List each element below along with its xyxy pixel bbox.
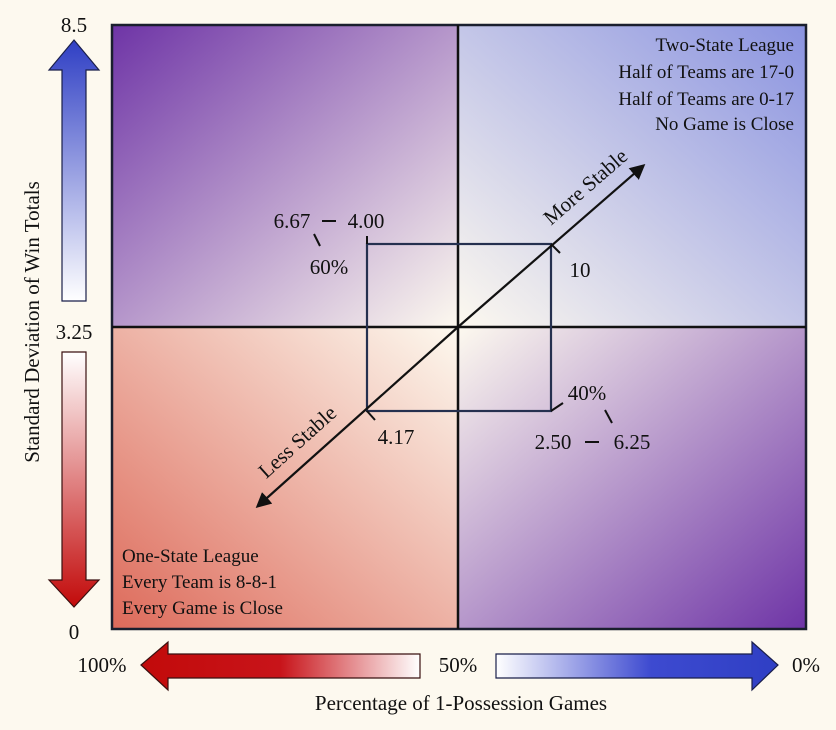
x-axis-left-value: 100% — [78, 653, 127, 677]
one-state-line-3: Every Game is Close — [122, 598, 283, 619]
x-axis-mid-value: 50% — [439, 653, 478, 677]
one-state-line-1: One-State League — [122, 546, 259, 567]
two-state-line-3: Half of Teams are 0-17 — [618, 89, 794, 110]
corner-tick-bottom-left — [366, 410, 376, 421]
label-4-00: 4.00 — [348, 209, 385, 233]
corner-tick-top-right — [550, 243, 561, 254]
y-axis-red-arrow — [47, 351, 101, 608]
one-state-description: One-State League Every Team is 8-8-1 Eve… — [122, 546, 283, 619]
tick-top-left — [313, 233, 321, 247]
y-axis-label: Standard Deviation of Win Totals — [20, 181, 44, 463]
more-stable-arrow — [457, 163, 646, 328]
two-state-line-1: Two-State League — [656, 35, 794, 56]
corner-tick-bottom-right — [550, 402, 564, 412]
one-state-line-2: Every Team is 8-8-1 — [122, 572, 277, 593]
y-axis-mid-value: 3.25 — [56, 320, 93, 344]
label-4-17: 4.17 — [378, 425, 415, 449]
two-state-line-2: Half of Teams are 17-0 — [618, 62, 794, 83]
label-40-pct: 40% — [568, 381, 607, 405]
label-60-pct: 60% — [310, 255, 349, 279]
label-6-67: 6.67 — [274, 209, 311, 233]
two-state-line-4: No Game is Close — [655, 114, 794, 135]
x-axis-label: Percentage of 1-Possession Games — [315, 691, 607, 715]
x-axis-red-arrow — [140, 640, 421, 692]
y-axis-blue-arrow — [47, 39, 101, 302]
x-axis-right-value: 0% — [792, 653, 820, 677]
less-stable-arrow — [255, 326, 459, 509]
y-axis-bottom-value: 0 — [69, 620, 80, 644]
two-state-description: Two-State League Half of Teams are 17-0 … — [618, 35, 794, 135]
central-box — [365, 242, 553, 413]
y-axis-top-value: 8.5 — [61, 13, 87, 37]
quadrant-bottom-right — [458, 327, 806, 629]
label-10: 10 — [570, 258, 591, 282]
label-2-50: 2.50 — [535, 430, 572, 454]
x-axis-blue-arrow — [495, 640, 779, 692]
label-6-25: 6.25 — [614, 430, 651, 454]
tick-bottom-right — [604, 409, 613, 424]
quadrant-top-left — [112, 25, 458, 327]
